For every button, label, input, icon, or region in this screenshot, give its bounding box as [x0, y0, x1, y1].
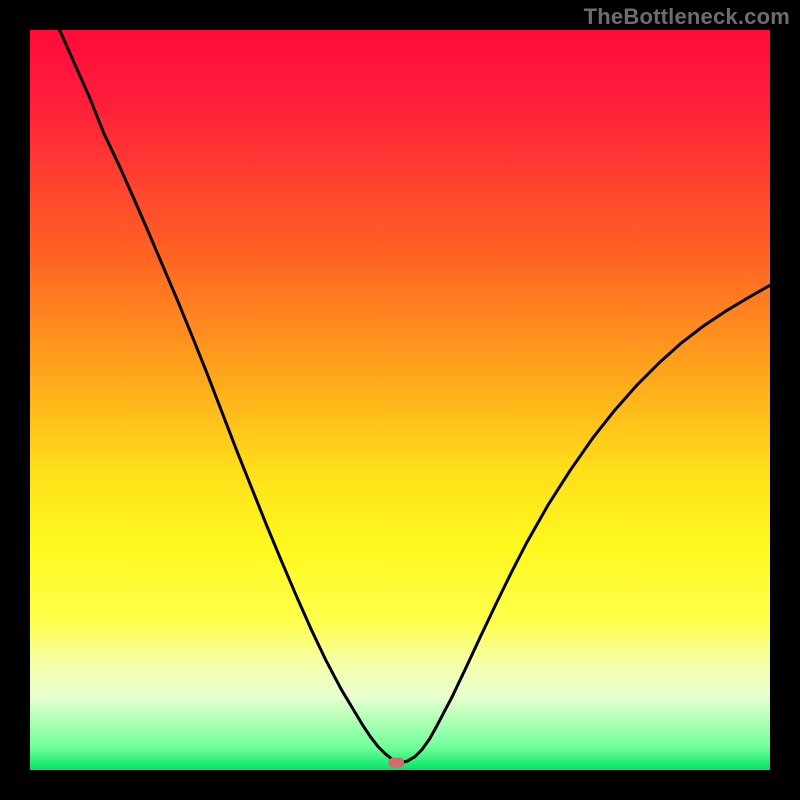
- watermark-text: TheBottleneck.com: [584, 4, 790, 30]
- bottleneck-curve-chart: [30, 30, 770, 770]
- optimal-point-marker: [388, 758, 404, 768]
- gradient-background: [30, 30, 770, 770]
- chart-frame: TheBottleneck.com: [0, 0, 800, 800]
